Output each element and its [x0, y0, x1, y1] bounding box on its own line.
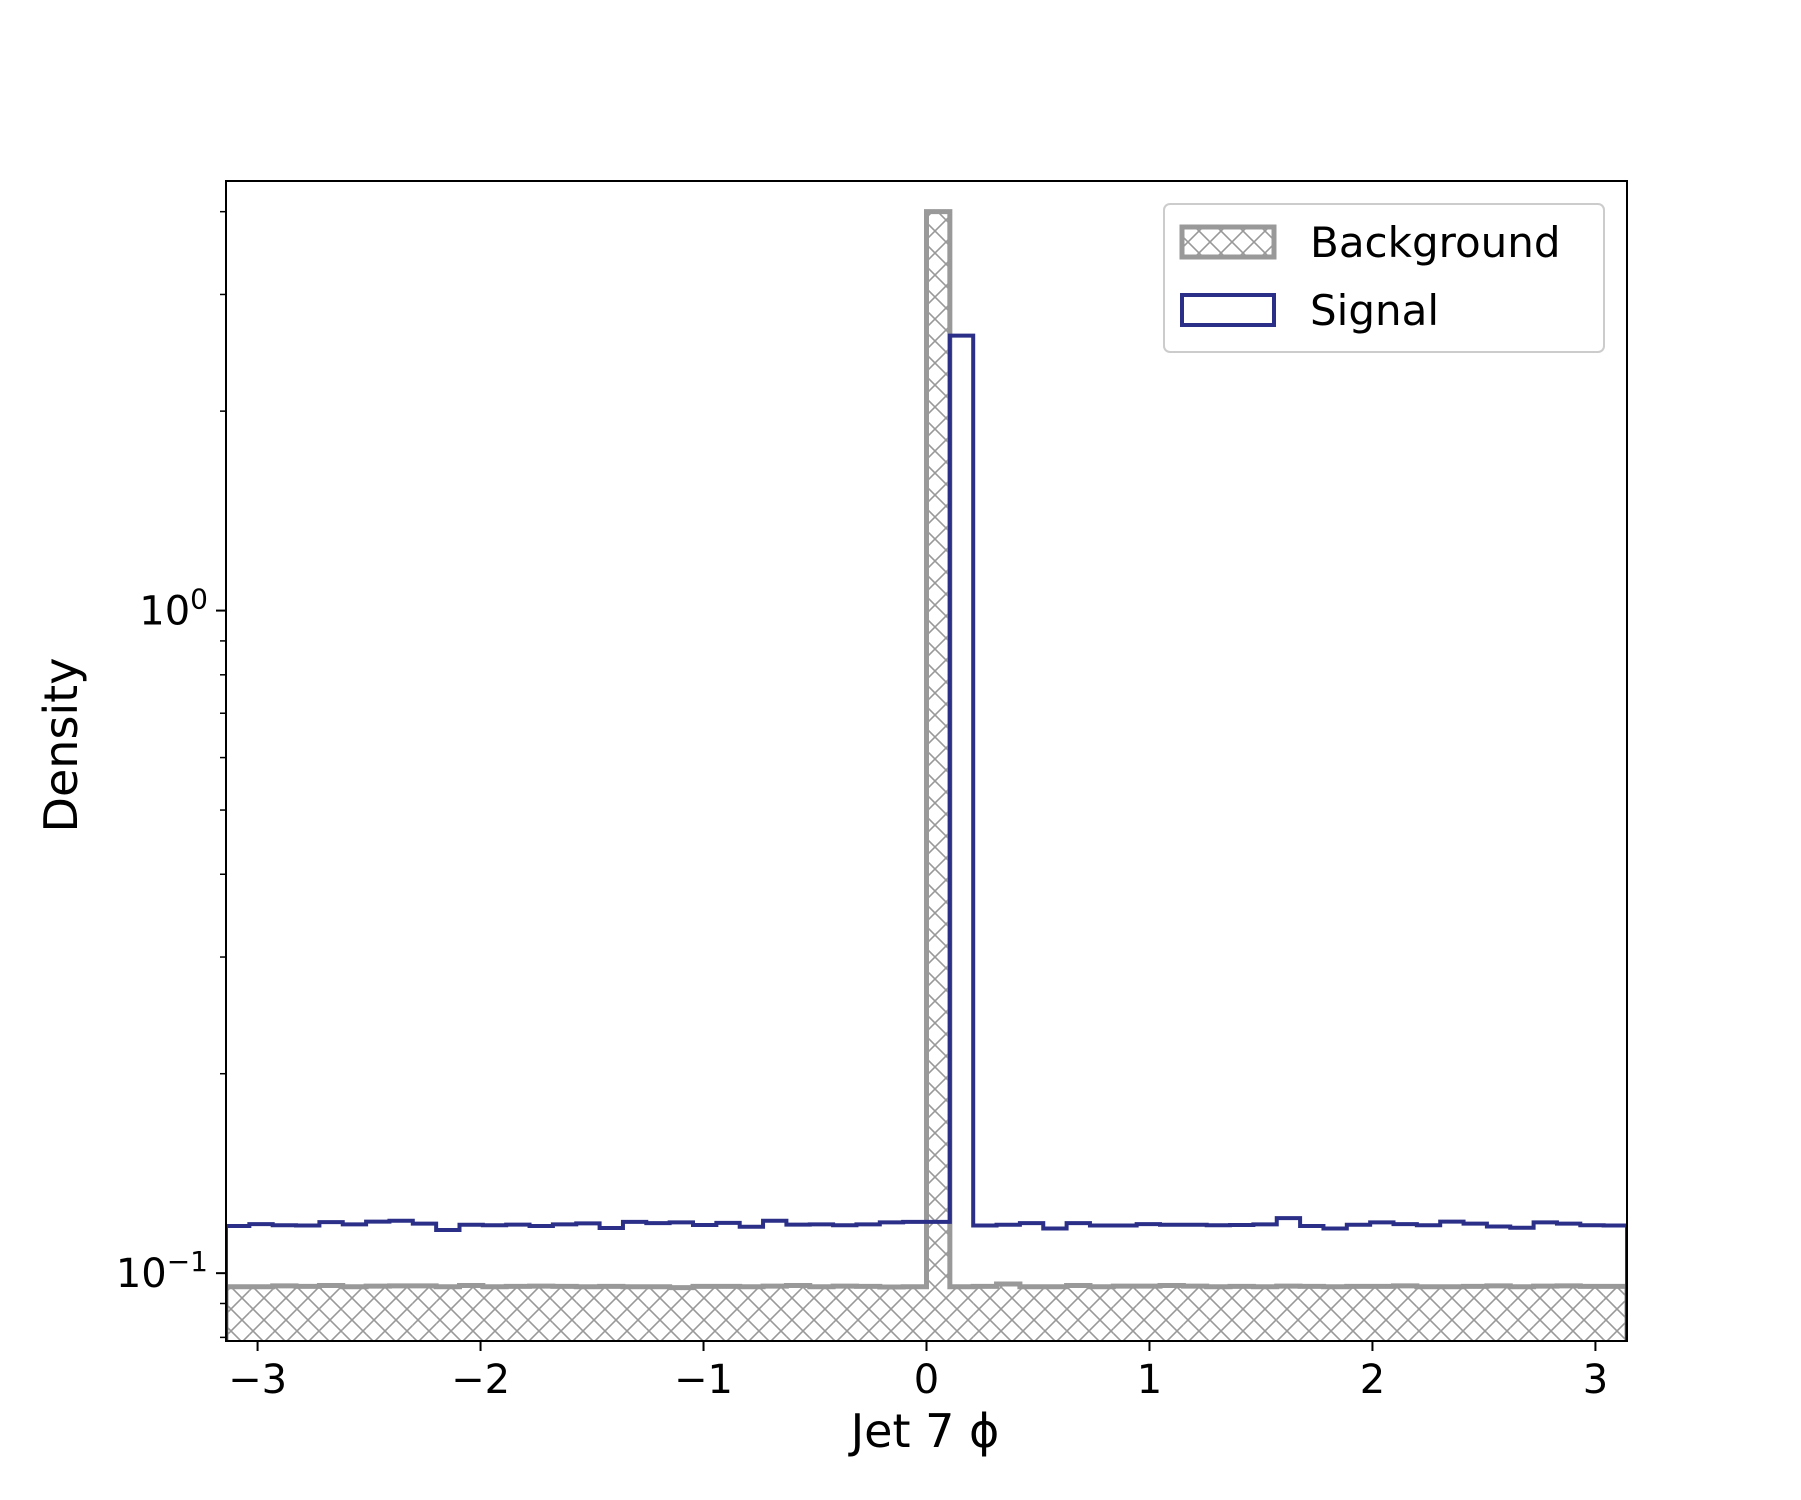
background-bar	[1113, 1286, 1137, 1341]
legend-item-background: Background	[1179, 218, 1561, 267]
x-axis-label: Jet 7 ϕ	[848, 1404, 1000, 1458]
background-bar	[249, 1286, 273, 1341]
background-bar	[809, 1286, 834, 1341]
background-bar	[1486, 1285, 1511, 1341]
background-bar	[412, 1285, 437, 1341]
signal-outline	[226, 333, 1627, 1341]
background-bar	[1370, 1286, 1394, 1341]
background-bar	[1300, 1286, 1324, 1341]
legend-label: Signal	[1310, 286, 1439, 335]
background-bar	[599, 1286, 623, 1341]
background-bar	[739, 1286, 764, 1341]
background-bar	[856, 1286, 880, 1341]
legend-label: Background	[1310, 218, 1561, 267]
background-bar	[1160, 1285, 1184, 1341]
x-tick-label: 0	[914, 1357, 939, 1403]
background-bar	[389, 1285, 413, 1341]
background-bar	[296, 1286, 320, 1341]
background-bar	[879, 1287, 904, 1341]
background-bar	[1416, 1286, 1441, 1341]
background-bar	[1276, 1286, 1301, 1341]
background-bar	[319, 1285, 343, 1341]
background-outline	[226, 209, 1627, 1341]
legend-swatch-signal	[1180, 293, 1276, 327]
background-bar	[226, 1286, 250, 1341]
background-bar	[1510, 1286, 1534, 1341]
background-bar	[763, 1286, 787, 1341]
background-bar	[786, 1285, 810, 1341]
legend-item-signal: Signal	[1180, 286, 1439, 335]
background-bar	[482, 1286, 507, 1341]
background-bar	[716, 1286, 740, 1341]
background-bar	[903, 1286, 927, 1341]
background-bar	[366, 1286, 390, 1341]
background-bar	[576, 1286, 600, 1341]
legend-swatch-background	[1179, 224, 1277, 260]
background-bar	[1136, 1286, 1160, 1341]
background-bar	[669, 1287, 693, 1341]
background-bar	[1019, 1286, 1044, 1341]
background-bar	[1556, 1285, 1581, 1341]
background-bar	[1440, 1286, 1464, 1341]
series-signal	[226, 333, 1627, 1341]
background-bar	[459, 1285, 483, 1341]
x-tick-label: 3	[1583, 1357, 1608, 1403]
background-bar	[1323, 1286, 1347, 1341]
background-bar	[1533, 1286, 1557, 1341]
background-bar	[646, 1286, 670, 1341]
x-tick-label: −2	[451, 1357, 510, 1403]
background-bar	[436, 1286, 460, 1341]
background-bar	[1230, 1286, 1254, 1341]
background-bar	[622, 1286, 647, 1341]
background-bar	[529, 1286, 553, 1341]
background-bar	[272, 1285, 297, 1341]
background-bar	[506, 1286, 530, 1341]
background-bar	[693, 1286, 717, 1341]
background-bar	[1346, 1286, 1371, 1341]
background-bar	[833, 1286, 857, 1341]
background-bar	[926, 211, 950, 1341]
background-bar	[1066, 1285, 1090, 1341]
background-bar	[1206, 1286, 1231, 1341]
x-tick-label: −1	[674, 1357, 733, 1403]
series-background	[226, 209, 1627, 1341]
background-bar	[1043, 1286, 1067, 1341]
background-bar	[1580, 1286, 1604, 1341]
background-bar	[973, 1286, 997, 1341]
background-bar	[1393, 1285, 1417, 1341]
background-bar	[996, 1284, 1020, 1341]
plot-area	[226, 209, 1627, 1341]
background-bar	[1183, 1286, 1207, 1341]
y-tick-label: 100	[139, 583, 208, 635]
background-bar	[1089, 1286, 1114, 1341]
y-tick-label: 10−1	[116, 1245, 208, 1297]
axes: −3 −2 −1 0 1 2 3 10−1 100	[116, 180, 1628, 1403]
background-bar	[1253, 1286, 1277, 1341]
background-bar	[1603, 1286, 1627, 1341]
y-axis-label: Density	[34, 658, 88, 833]
background-bar	[949, 1286, 974, 1341]
background-bar	[342, 1286, 367, 1341]
x-tick-label: 2	[1360, 1357, 1385, 1403]
background-bar	[552, 1286, 577, 1341]
x-tick-label: −3	[228, 1357, 287, 1403]
legend: Background Signal	[1163, 203, 1605, 353]
background-bar	[1463, 1286, 1487, 1341]
x-tick-label: 1	[1137, 1357, 1162, 1403]
